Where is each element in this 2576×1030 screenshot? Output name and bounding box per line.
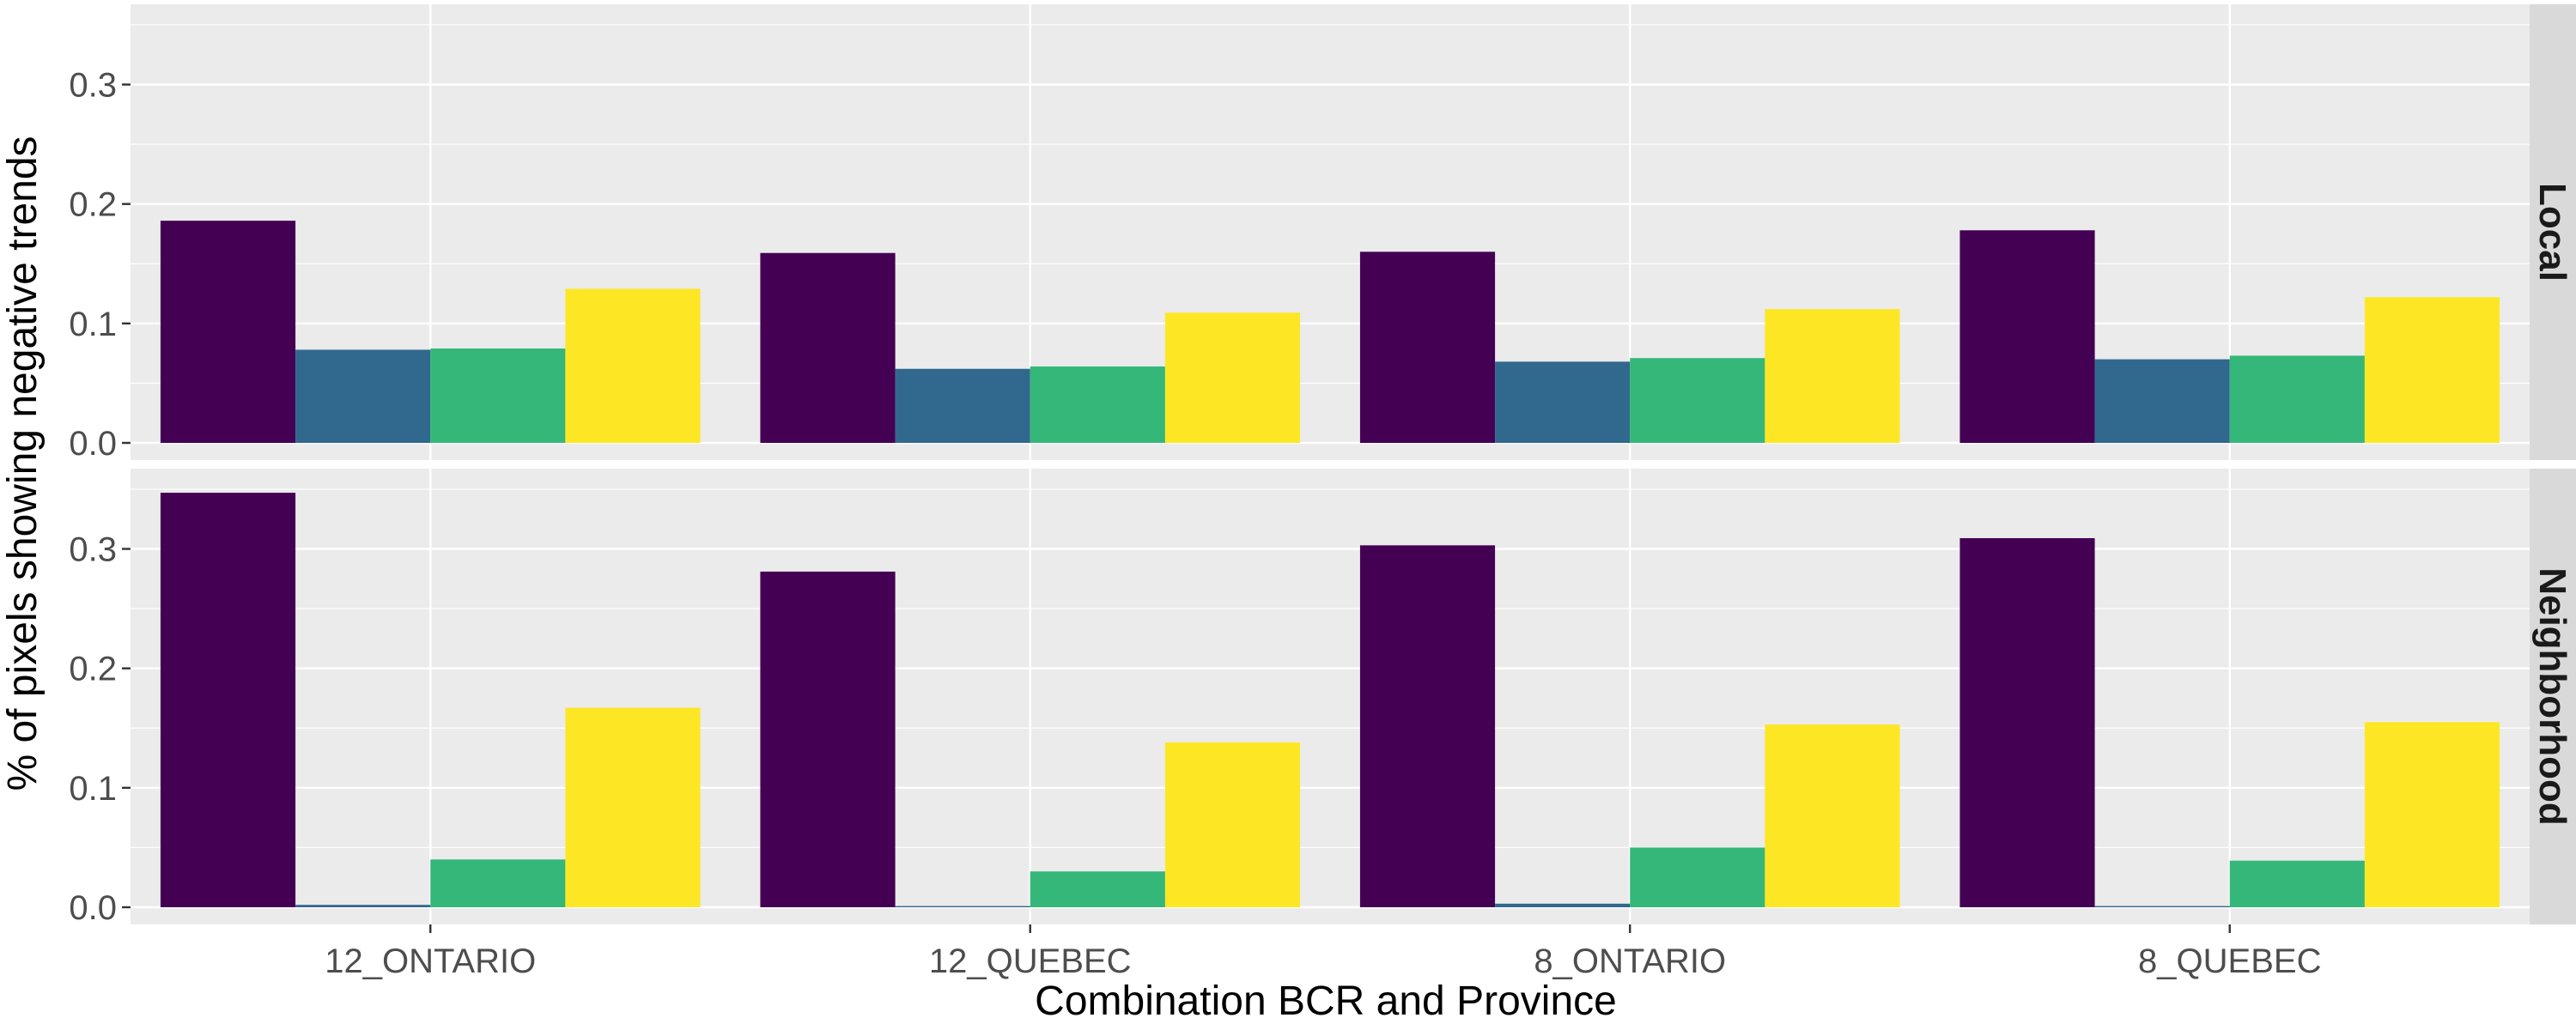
x-axis: 12_ONTARIO 12_QUEBEC 8_ONTARIO 8_QUEBEC: [325, 924, 2321, 980]
x-tick-label: 8_ONTARIO: [1534, 942, 1726, 980]
bar-local-12_quebec-s2: [895, 368, 1030, 443]
facet-neighborhood: 0.0 0.1 0.2 0.3 Neighborhood: [69, 469, 2576, 927]
bar-neighborhood-8_ontario-s4: [1765, 724, 1900, 907]
y-tick-label: 0.3: [69, 531, 117, 569]
bar-local-12_quebec-s4: [1164, 312, 1301, 443]
bar-local-12_ontario-s2: [295, 349, 431, 443]
panel-background: [131, 469, 2530, 924]
facet-strip: [2530, 469, 2576, 924]
y-tick-label: 0.2: [69, 651, 117, 688]
bar-neighborhood-12_quebec-s3: [1030, 871, 1165, 907]
y-axis-title: % of pixels showing negative trends: [0, 136, 46, 791]
x-tick-label: 12_ONTARIO: [325, 942, 536, 980]
bar-local-12_ontario-s3: [430, 348, 566, 443]
bar-neighborhood-8_quebec-s2: [2094, 906, 2230, 907]
y-tick-label: 0.1: [69, 770, 117, 808]
bar-neighborhood-8_ontario-s2: [1495, 903, 1631, 907]
bar-neighborhood-12_quebec-s4: [1164, 742, 1301, 907]
bar-neighborhood-8_quebec-s3: [2229, 860, 2365, 907]
bar-local-8_quebec-s1: [1959, 230, 2095, 443]
bar-local-12_quebec-s1: [760, 252, 896, 443]
bar-local-8_ontario-s4: [1765, 309, 1900, 443]
bar-neighborhood-12_quebec-s2: [895, 906, 1030, 907]
bar-neighborhood-12_ontario-s3: [430, 859, 566, 907]
y-tick-label: 0.1: [69, 306, 117, 343]
bar-neighborhood-12_ontario-s1: [160, 493, 296, 907]
bar-local-12_ontario-s1: [160, 221, 296, 443]
panels: 0.0 0.1 0.2 0.3 Local 0.0 0.1 0.2 0.3 Neighborhoo…: [69, 4, 2576, 927]
bar-local-12_ontario-s4: [565, 288, 701, 443]
bar-neighborhood-8_quebec-s1: [1959, 537, 2095, 907]
bar-neighborhood-12_quebec-s1: [760, 571, 896, 907]
bar-local-8_quebec-s2: [2094, 359, 2230, 443]
bar-local-8_quebec-s3: [2229, 355, 2365, 443]
bar-neighborhood-8_ontario-s3: [1630, 847, 1765, 907]
bar-local-8_ontario-s1: [1359, 251, 1496, 443]
y-tick-label: 0.3: [69, 67, 117, 105]
y-tick-label: 0.0: [69, 889, 117, 927]
y-tick-label: 0.0: [69, 425, 117, 463]
x-tick-label: 12_QUEBEC: [929, 942, 1132, 980]
facet-strip-label: Neighborhood: [2531, 567, 2573, 826]
x-tick-label: 8_QUEBEC: [2138, 942, 2321, 980]
bar-local-8_quebec-s4: [2364, 297, 2500, 443]
bar-local-8_ontario-s2: [1495, 361, 1631, 443]
bar-neighborhood-8_ontario-s1: [1359, 545, 1496, 907]
facet-local: 0.0 0.1 0.2 0.3 Local: [69, 4, 2576, 463]
bar-local-12_quebec-s3: [1030, 366, 1165, 443]
facet-strip-label: Local: [2531, 183, 2573, 282]
facet-strip: [2530, 4, 2576, 460]
bar-local-8_ontario-s3: [1630, 358, 1765, 443]
bar-neighborhood-12_ontario-s2: [295, 905, 431, 907]
x-axis-title: Combination BCR and Province: [1035, 978, 1617, 1024]
bar-neighborhood-8_quebec-s4: [2364, 722, 2500, 907]
bar-neighborhood-12_ontario-s4: [565, 707, 701, 907]
y-tick-label: 0.2: [69, 186, 117, 224]
